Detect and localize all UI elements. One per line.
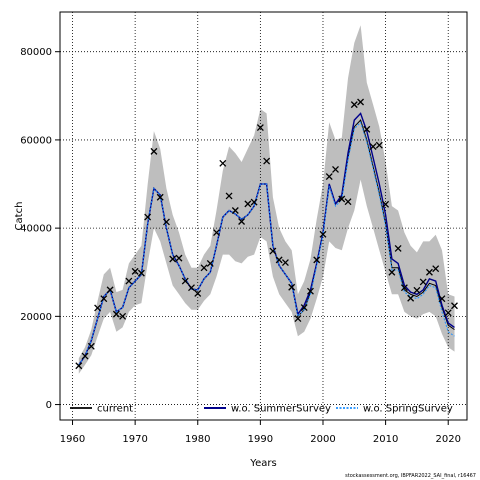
observed-point: [281, 259, 289, 266]
observed-point: [319, 230, 327, 238]
series-line-3: [78, 121, 455, 366]
observed-point: [357, 98, 365, 106]
observed-point: [338, 195, 346, 203]
observed-point: [369, 143, 377, 150]
x-tick-label: 1970: [122, 434, 147, 445]
observed-point: [413, 286, 421, 294]
observed-point: [263, 157, 271, 165]
observed-point: [87, 342, 95, 350]
observed-point: [269, 247, 277, 255]
observed-point: [181, 277, 189, 285]
x-tick-label: 2000: [310, 434, 335, 445]
observed-point: [350, 101, 358, 109]
observed-point: [213, 229, 220, 237]
observed-point: [100, 295, 108, 303]
observed-point: [175, 254, 183, 262]
observed-point: [137, 269, 145, 277]
observed-point: [375, 141, 383, 149]
legend-label-1: current: [97, 404, 133, 415]
y-tick-label: 80000: [20, 47, 52, 58]
legend-label-3: w.o. SpringSurvey: [363, 404, 453, 415]
observed-point: [419, 278, 427, 286]
observed-point: [444, 309, 452, 317]
observed-point: [451, 302, 458, 310]
observed-point: [425, 268, 433, 276]
observed-point: [94, 304, 102, 312]
observed-point: [112, 310, 120, 318]
observed-point: [156, 193, 164, 201]
observed-point: [144, 213, 152, 221]
observed-point: [288, 283, 296, 291]
observed-point: [194, 289, 202, 297]
observed-point: [363, 125, 371, 133]
observed-point: [119, 312, 127, 320]
observed-point: [438, 295, 446, 303]
observed-point: [244, 200, 252, 208]
observed-point: [106, 286, 114, 294]
observed-point: [169, 255, 177, 263]
legend: current w.o. SummerSurvey w.o. SpringSurve…: [70, 404, 453, 415]
x-tick-label: 2020: [435, 434, 460, 445]
observed-point: [382, 200, 390, 208]
observed-point: [407, 294, 415, 302]
observed-point: [325, 173, 333, 180]
observed-point: [344, 198, 352, 206]
observed-point: [275, 256, 283, 264]
confidence-band-layer: [78, 25, 455, 374]
observed-point: [131, 267, 139, 275]
x-tick-label: 1960: [60, 434, 85, 445]
observed-point: [332, 166, 339, 173]
y-tick-label: 0: [46, 400, 52, 411]
observed-point: [188, 284, 195, 292]
x-tick-label: 1980: [185, 434, 210, 445]
observed-point: [231, 207, 239, 214]
observed-point: [219, 159, 227, 167]
observed-point: [75, 362, 83, 370]
observed-point: [432, 265, 440, 273]
y-tick-label: 60000: [20, 135, 52, 146]
observed-point: [250, 198, 258, 206]
y-tick-label: 20000: [20, 312, 52, 323]
observed-point: [313, 256, 321, 264]
observed-point: [81, 352, 89, 360]
observed-point: [300, 304, 308, 311]
x-tick-label: 1990: [248, 434, 273, 445]
observed-point: [394, 244, 402, 252]
observed-point: [162, 218, 170, 226]
observed-point: [238, 218, 246, 225]
observed-point: [307, 287, 314, 295]
observed-point: [225, 192, 233, 200]
y-axis-title: Catch: [14, 202, 25, 231]
observed-point: [206, 259, 214, 267]
observed-point: [400, 284, 408, 292]
axis-layer: 1960 1970 1980 1990 2000 2010 2020 0 20000 40000 6…: [20, 47, 461, 445]
footnote: stockassessment.org, IBPFAR2022_SAI_fina…: [345, 473, 476, 479]
observed-point: [388, 268, 396, 276]
y-tick-label: 40000: [20, 224, 52, 235]
series-lines-layer: [78, 112, 455, 366]
observed-point: [200, 264, 208, 272]
observed-point: [256, 124, 264, 132]
observed-point: [150, 147, 158, 155]
x-axis-title: Years: [249, 458, 276, 469]
legend-label-2: w.o. SummerSurvey: [231, 404, 331, 415]
observed-points-layer: [75, 98, 458, 370]
observed-point: [125, 277, 133, 285]
confidence-band: [78, 25, 455, 374]
plot-frame: [59, 11, 468, 421]
x-tick-label: 2010: [373, 434, 398, 445]
observed-point: [294, 315, 302, 323]
